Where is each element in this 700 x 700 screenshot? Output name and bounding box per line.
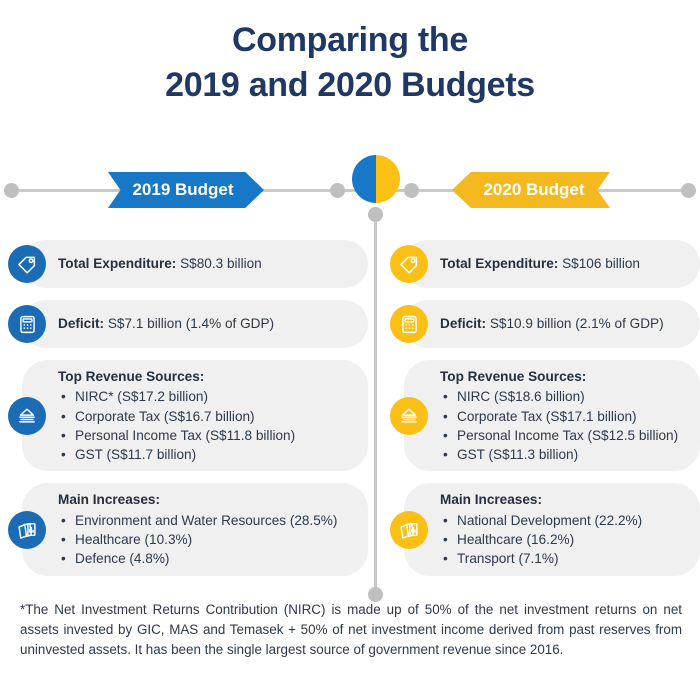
list-item: Defence (4.8%) [61, 549, 337, 569]
list-item: NIRC* (S$17.2 billion) [61, 387, 295, 407]
budget-row-heading: Total Expenditure: S$80.3 billion [58, 254, 262, 273]
budget-row: Top Revenue Sources: NIRC (S$18.6 billion… [382, 360, 700, 472]
budget-row-text: Main Increases: Environment and Water Res… [58, 490, 337, 568]
list-item: Healthcare (16.2%) [443, 530, 642, 550]
budget-row-text: Top Revenue Sources: NIRC* (S$17.2 billio… [58, 367, 295, 465]
budget-row-pill: Total Expenditure: S$80.3 billion [22, 240, 368, 288]
list-item: Environment and Water Resources (28.5%) [61, 511, 337, 531]
budget-row-pill: Total Expenditure: S$106 billion [404, 240, 700, 288]
budget-row-text: Top Revenue Sources: NIRC (S$18.6 billion… [440, 367, 678, 465]
budget-row-text: Main Increases: National Development (22.… [440, 490, 642, 568]
timeline-dot-left-inner [330, 183, 345, 198]
banner-2020-budget[interactable]: 2020 Budget [452, 172, 610, 208]
budget-row-bullet-list: NIRC* (S$17.2 billion)Corporate Tax (S$1… [58, 387, 295, 464]
budget-row-value: S$106 billion [562, 256, 640, 272]
price-tag-icon [390, 245, 428, 283]
budget-row-heading: Total Expenditure: S$106 billion [440, 254, 640, 273]
price-tag-icon [8, 245, 46, 283]
budget-row: Main Increases: Environment and Water Res… [0, 483, 368, 576]
list-item: Healthcare (10.3%) [61, 530, 337, 550]
budget-row-label: Total Expenditure: [440, 256, 559, 272]
list-item: Corporate Tax (S$16.7 billion) [61, 407, 295, 427]
coins-icon [8, 396, 46, 435]
title-line-1: Comparing the [232, 21, 468, 59]
list-item: Corporate Tax (S$17.1 billion) [443, 407, 678, 427]
budget-row-text: Total Expenditure: S$80.3 billion [58, 254, 262, 273]
list-item: GST (S$11.7 billion) [61, 445, 295, 465]
budget-row-label: Deficit: [58, 316, 105, 332]
budget-row-value: S$10.9 billion (2.1% of GDP) [489, 316, 664, 332]
budget-row-label: Top Revenue Sources: [440, 369, 587, 384]
documents-chart-icon [390, 510, 428, 549]
budget-row-pill: Top Revenue Sources: NIRC* (S$17.2 billio… [22, 360, 368, 472]
budget-row-bullet-list: NIRC (S$18.6 billion)Corporate Tax (S$17… [440, 387, 678, 464]
budget-row: Total Expenditure: S$80.3 billion [0, 240, 368, 288]
page-title: Comparing the 2019 and 2020 Budgets [0, 0, 700, 108]
budget-row-value: S$80.3 billion [180, 256, 262, 272]
budget-row-bullet-list: Environment and Water Resources (28.5%)H… [58, 511, 337, 569]
list-item: Personal Income Tax (S$12.5 billion) [443, 426, 678, 446]
list-item: NIRC (S$18.6 billion) [443, 387, 678, 407]
calculator-icon [8, 305, 46, 343]
list-item: GST (S$11.3 billion) [443, 445, 678, 465]
center-circle-right-half [376, 155, 400, 203]
budget-row-heading: Main Increases: [58, 490, 337, 509]
budget-row: Deficit: S$7.1 billion (1.4% of GDP) [0, 300, 368, 348]
budget-row-text: Total Expenditure: S$106 billion [440, 254, 640, 273]
documents-chart-icon [8, 510, 46, 549]
budget-row-pill: Deficit: S$7.1 billion (1.4% of GDP) [22, 300, 368, 348]
list-item: Personal Income Tax (S$11.8 billion) [61, 426, 295, 446]
column-2019: Total Expenditure: S$80.3 billion Deficit… [0, 240, 368, 588]
budget-row-text: Deficit: S$10.9 billion (2.1% of GDP) [440, 314, 664, 333]
timeline-dot-end [681, 183, 696, 198]
budget-row: Total Expenditure: S$106 billion [382, 240, 700, 288]
title-line-2: 2019 and 2020 Budgets [165, 65, 535, 104]
budget-row: Deficit: S$10.9 billion (2.1% of GDP) [382, 300, 700, 348]
budget-row-value: S$7.1 billion (1.4% of GDP) [107, 316, 275, 332]
budget-row-heading: Deficit: S$10.9 billion (2.1% of GDP) [440, 314, 664, 333]
budget-row-pill: Main Increases: National Development (22.… [404, 483, 700, 576]
timeline-dot-start [4, 183, 19, 198]
budget-row-heading: Deficit: S$7.1 billion (1.4% of GDP) [58, 314, 274, 333]
budget-row-bullet-list: National Development (22.2%)Healthcare (… [440, 511, 642, 569]
center-divider-dot-bottom [368, 587, 383, 602]
budget-row-pill: Deficit: S$10.9 billion (2.1% of GDP) [404, 300, 700, 348]
budget-row: Top Revenue Sources: NIRC* (S$17.2 billio… [0, 360, 368, 472]
footnote-nirc: *The Net Investment Returns Contribution… [20, 602, 682, 658]
list-item: National Development (22.2%) [443, 511, 642, 531]
timeline-dot-right-inner [404, 183, 419, 198]
timeline: 2019 Budget 2020 Budget [0, 160, 700, 220]
column-2020: Total Expenditure: S$106 billion Deficit:… [382, 240, 700, 588]
budget-row-text: Deficit: S$7.1 billion (1.4% of GDP) [58, 314, 274, 333]
calculator-icon [390, 305, 428, 343]
budget-row-label: Deficit: [440, 316, 487, 332]
coins-icon [390, 396, 428, 435]
budget-row-pill: Top Revenue Sources: NIRC (S$18.6 billion… [404, 360, 700, 472]
budget-row-label: Total Expenditure: [58, 256, 177, 272]
budget-row-pill: Main Increases: Environment and Water Res… [22, 483, 368, 576]
budget-row-label: Main Increases: [58, 492, 160, 508]
budget-row-label: Main Increases: [440, 492, 542, 508]
banner-2019-budget[interactable]: 2019 Budget [108, 172, 264, 208]
budget-row-heading: Main Increases: [440, 490, 642, 509]
center-split-circle [352, 155, 400, 203]
center-divider-line [374, 212, 377, 597]
timeline-rail [14, 189, 686, 192]
budget-row-heading: Top Revenue Sources: [58, 367, 295, 386]
center-circle-left-half [352, 155, 376, 203]
budget-row-heading: Top Revenue Sources: [440, 367, 678, 386]
list-item: Transport (7.1%) [443, 549, 642, 569]
center-divider-dot-top [368, 207, 383, 222]
budget-row-label: Top Revenue Sources: [58, 369, 205, 384]
budget-row: Main Increases: National Development (22.… [382, 483, 700, 576]
